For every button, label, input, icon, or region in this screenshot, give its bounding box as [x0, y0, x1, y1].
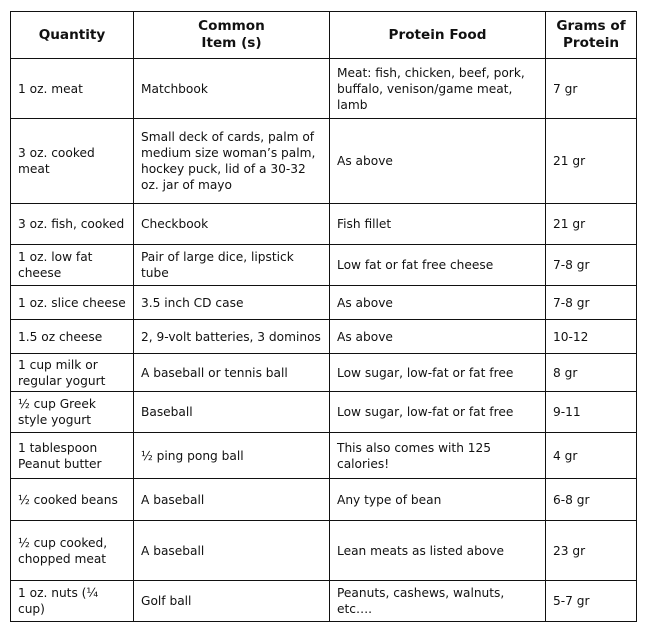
cell-grams: 10-12: [545, 319, 637, 354]
header-protein-food: Protein Food: [329, 11, 546, 59]
table-row: 1 oz. slice cheese 3.5 inch CD case As a…: [10, 285, 637, 320]
cell-item: 3.5 inch CD case: [133, 285, 330, 320]
cell-food: Any type of bean: [329, 478, 546, 521]
header-quantity-text: Quantity: [38, 26, 106, 43]
cell-item: A baseball: [133, 478, 330, 521]
cell-food: Peanuts, cashews, walnuts, etc….: [329, 580, 546, 622]
cell-item: A baseball or tennis ball: [133, 353, 330, 392]
cell-quantity: 1 oz. low fat cheese: [10, 244, 134, 286]
cell-food: As above: [329, 285, 546, 320]
cell-grams: 6-8 gr: [545, 478, 637, 521]
cell-item: Golf ball: [133, 580, 330, 622]
table-row: 1 oz. low fat cheese Pair of large dice,…: [10, 244, 637, 286]
header-protein-food-text: Protein Food: [388, 26, 487, 43]
cell-item: Baseball: [133, 391, 330, 433]
cell-grams: 7 gr: [545, 58, 637, 119]
header-common-item: Common Item (s): [133, 11, 330, 59]
table-row: ½ cup Greek style yogurt Baseball Low su…: [10, 391, 637, 433]
cell-food: Low fat or fat free cheese: [329, 244, 546, 286]
cell-item: Small deck of cards, palm of medium size…: [133, 118, 330, 204]
cell-grams: 4 gr: [545, 432, 637, 479]
table-row: 1 cup milk or regular yogurt A baseball …: [10, 353, 637, 392]
cell-quantity: 1 tablespoon Peanut butter: [10, 432, 134, 479]
cell-food: Meat: fish, chicken, beef, pork, buffalo…: [329, 58, 546, 119]
cell-quantity: ½ cooked beans: [10, 478, 134, 521]
cell-item: 2, 9-volt batteries, 3 dominos: [133, 319, 330, 354]
cell-item: Matchbook: [133, 58, 330, 119]
cell-quantity: 1 oz. meat: [10, 58, 134, 119]
cell-food: Low sugar, low-fat or fat free: [329, 391, 546, 433]
table-row: 1.5 oz cheese 2, 9-volt batteries, 3 dom…: [10, 319, 637, 354]
table-row: ½ cooked beans A baseball Any type of be…: [10, 478, 637, 521]
cell-quantity: 3 oz. fish, cooked: [10, 203, 134, 245]
cell-food: Low sugar, low-fat or fat free: [329, 353, 546, 392]
cell-quantity: 1 oz. nuts (¼ cup): [10, 580, 134, 622]
cell-item: Checkbook: [133, 203, 330, 245]
protein-portion-table: Quantity Common Item (s) Protein Food Gra…: [10, 11, 637, 622]
cell-grams: 7-8 gr: [545, 285, 637, 320]
cell-food: Lean meats as listed above: [329, 520, 546, 581]
cell-quantity: 1 oz. slice cheese: [10, 285, 134, 320]
cell-quantity: 3 oz. cooked meat: [10, 118, 134, 204]
cell-grams: 21 gr: [545, 203, 637, 245]
cell-grams: 7-8 gr: [545, 244, 637, 286]
cell-food: This also comes with 125 calories!: [329, 432, 546, 479]
cell-food: As above: [329, 118, 546, 204]
cell-quantity: ½ cup Greek style yogurt: [10, 391, 134, 433]
header-grams-line1: Grams of: [556, 18, 626, 34]
cell-quantity: 1 cup milk or regular yogurt: [10, 353, 134, 392]
table-row: 3 oz. fish, cooked Checkbook Fish fillet…: [10, 203, 637, 245]
cell-quantity: ½ cup cooked, chopped meat: [10, 520, 134, 581]
header-common-item-line2: Item (s): [201, 35, 262, 51]
cell-item: A baseball: [133, 520, 330, 581]
table-row: 1 tablespoon Peanut butter ½ ping pong b…: [10, 432, 637, 479]
header-row: Quantity Common Item (s) Protein Food Gra…: [10, 11, 637, 59]
cell-item: Pair of large dice, lipstick tube: [133, 244, 330, 286]
header-grams: Grams of Protein: [545, 11, 637, 59]
table-row: 1 oz. nuts (¼ cup) Golf ball Peanuts, ca…: [10, 580, 637, 622]
header-quantity: Quantity: [10, 11, 134, 59]
table-row: 1 oz. meat Matchbook Meat: fish, chicken…: [10, 58, 637, 119]
cell-grams: 23 gr: [545, 520, 637, 581]
table-row: ½ cup cooked, chopped meat A baseball Le…: [10, 520, 637, 581]
header-common-item-line1: Common: [198, 18, 265, 34]
cell-food: Fish fillet: [329, 203, 546, 245]
cell-item: ½ ping pong ball: [133, 432, 330, 479]
table-row: 3 oz. cooked meat Small deck of cards, p…: [10, 118, 637, 204]
cell-grams: 21 gr: [545, 118, 637, 204]
cell-quantity: 1.5 oz cheese: [10, 319, 134, 354]
cell-food: As above: [329, 319, 546, 354]
cell-grams: 9-11: [545, 391, 637, 433]
cell-grams: 5-7 gr: [545, 580, 637, 622]
cell-grams: 8 gr: [545, 353, 637, 392]
header-grams-line2: Protein: [562, 35, 620, 51]
